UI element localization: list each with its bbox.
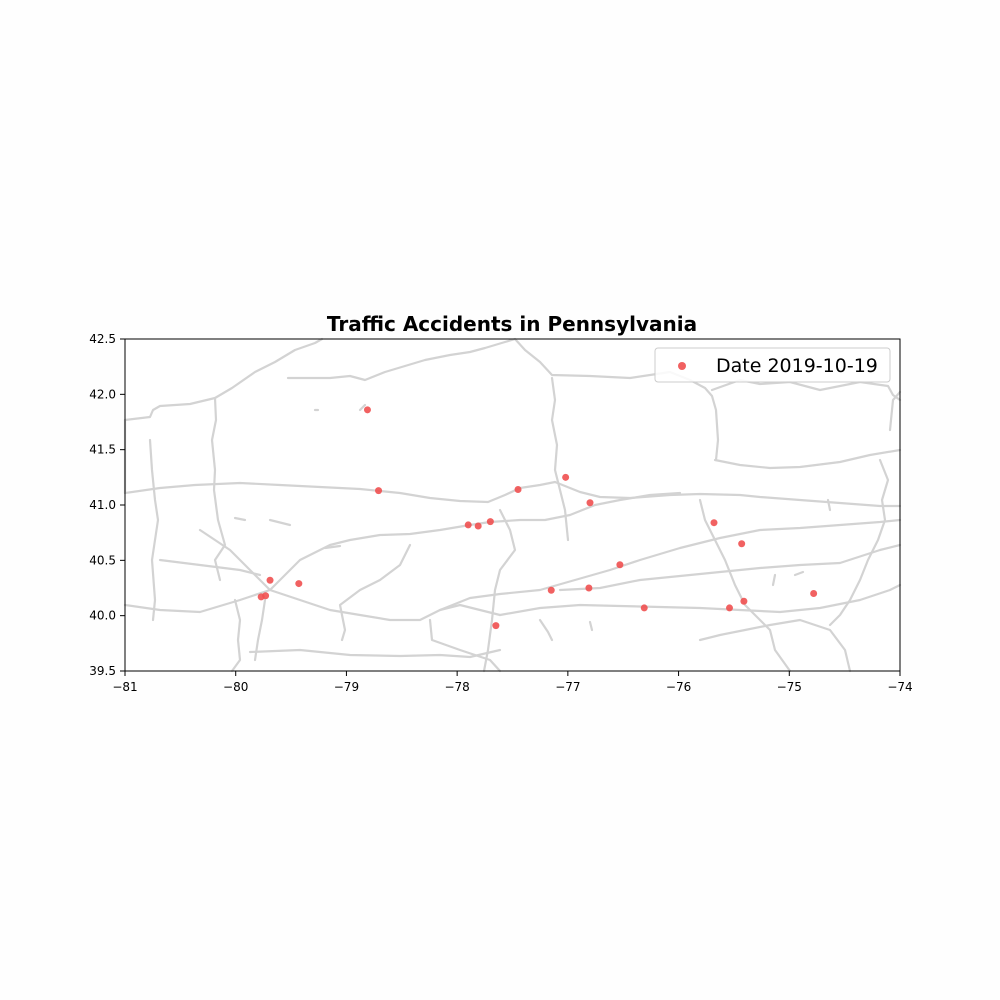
road-line [698,498,792,673]
road-line [248,648,502,659]
x-tick-label: −74 [887,680,912,694]
x-tick-label: −80 [223,680,248,694]
y-tick-label: 41.5 [89,443,116,457]
accident-point [562,473,570,481]
accident-point [514,486,522,494]
accident-point [585,584,593,592]
accident-point [375,487,383,495]
road-line [233,516,247,522]
y-tick-label: 39.5 [89,664,116,678]
legend-label: Date 2019-10-19 [716,355,878,377]
accident-point [464,521,472,529]
accident-point [262,592,270,600]
accident-point [726,604,733,612]
legend-frame [654,347,891,383]
accident-point [738,540,746,548]
road-line [210,396,227,582]
accident-point [486,518,494,526]
road-line [268,518,292,527]
accident-point [295,580,303,588]
accident-point [547,586,555,594]
road-line [158,558,262,577]
legend-marker [678,362,686,370]
road-line [713,448,902,470]
legend: Date 2019-10-19 [654,347,891,383]
y-tick-label: 40.0 [89,609,116,623]
plot-area [123,337,902,673]
road-line [553,480,902,508]
plot-background [125,339,900,671]
accident-point [740,597,748,605]
road-line [793,570,805,577]
y-tick-label: 42.5 [89,332,116,346]
road-line [230,598,242,673]
x-tick-label: −77 [555,680,580,694]
accident-point [363,406,371,414]
accident-point [492,622,500,630]
road-network [123,337,902,673]
road-line [482,508,517,673]
road-line [698,618,852,673]
road-line [148,438,160,622]
road-line [888,390,902,432]
x-axis: −81 −80 −79 −78 −77 −76 −75 −74 [112,671,913,694]
road-line [826,498,832,512]
road-line [338,543,412,642]
road-line [498,583,902,617]
x-tick-label: −75 [777,680,802,694]
x-tick-label: −81 [112,680,137,694]
road-line [558,543,902,592]
road-line [428,618,502,673]
accident-point [640,604,648,612]
road-line [286,337,517,382]
road-line [438,518,902,612]
accident-point [810,590,818,598]
chart-title: Traffic Accidents in Pennsylvania [327,312,697,336]
x-tick-label: −78 [444,680,469,694]
accident-point [474,522,482,530]
road-line [123,337,324,422]
road-line [123,588,502,622]
accident-point [266,576,274,584]
accident-point [616,561,624,569]
x-tick-label: −79 [334,680,359,694]
road-line [323,544,342,550]
road-line [828,458,890,627]
road-line [771,573,777,587]
road-line [588,620,594,632]
accident-point [586,499,594,507]
y-axis: 39.5 40.0 40.5 41.0 41.5 42.0 42.5 [89,332,125,678]
y-tick-label: 40.5 [89,553,116,567]
accident-point [710,519,718,527]
road-line [198,520,492,592]
x-tick-label: −76 [666,680,691,694]
road-line [253,598,267,662]
road-line [488,491,682,524]
road-line [538,618,554,642]
y-tick-label: 42.0 [89,387,116,401]
y-tick-label: 41.0 [89,498,116,512]
accident-points [257,406,818,630]
road-line [550,376,570,542]
road-line [358,403,367,412]
